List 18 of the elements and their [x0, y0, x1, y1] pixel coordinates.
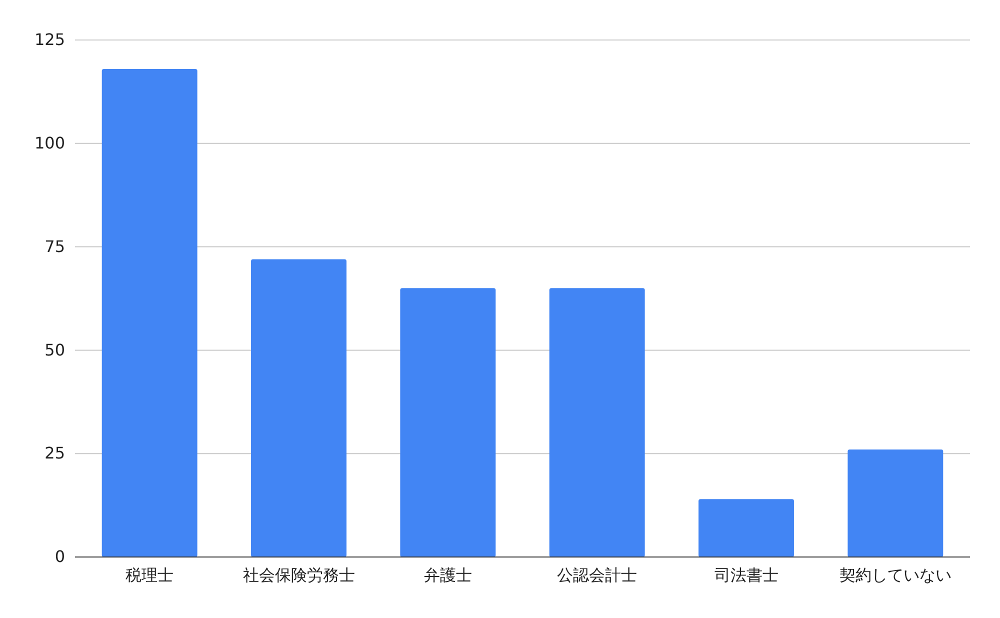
- y-tick-label: 75: [44, 236, 65, 256]
- bar: [698, 499, 794, 557]
- x-tick-label: 税理士: [126, 565, 174, 584]
- x-tick-label: 公認会計士: [557, 565, 638, 584]
- bar: [102, 68, 198, 557]
- bar: [400, 288, 496, 557]
- x-tick-label: 弁護士: [424, 565, 472, 584]
- y-tick-label: 0: [54, 547, 65, 566]
- y-tick-label: 50: [44, 340, 65, 360]
- x-tick-label: 司法書士: [714, 565, 778, 584]
- y-tick-label: 25: [44, 444, 65, 463]
- y-tick-label: 125: [34, 30, 65, 50]
- bar: [848, 449, 944, 557]
- bar: [251, 259, 346, 557]
- y-tick-label: 100: [34, 134, 65, 153]
- x-tick-label: 契約していない: [839, 565, 952, 584]
- bar: [549, 288, 645, 557]
- x-tick-label: 社会保険労務士: [242, 565, 355, 584]
